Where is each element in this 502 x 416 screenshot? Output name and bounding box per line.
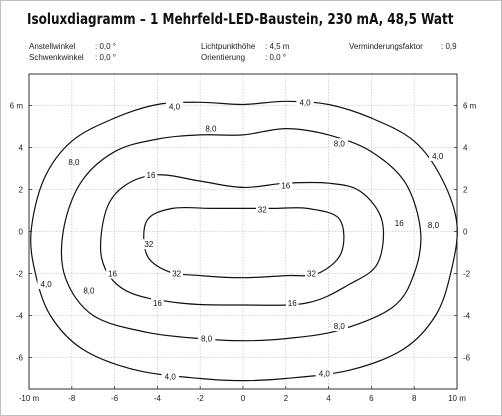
contour-label-8: 8,0: [68, 158, 80, 167]
contour-label-8: 8,0: [428, 221, 440, 230]
param-label: Verminderungsfaktor: [349, 42, 423, 51]
contour-label-32: 32: [172, 270, 181, 279]
contour-line-32: [143, 206, 345, 279]
y-tick-label-right: 6 m: [463, 102, 477, 111]
y-tick-label-right: -4: [463, 312, 471, 321]
contour-label-bg: [170, 268, 183, 279]
contour-line-4: [30, 100, 458, 382]
y-tick-label-right: -6: [463, 354, 471, 363]
param-value: : 0,0 °: [95, 42, 116, 51]
x-tick-label: -4: [154, 394, 162, 403]
x-tick-label: -8: [68, 394, 76, 403]
contour-label-bg: [424, 220, 443, 231]
param-value: : 0,9: [441, 42, 457, 51]
param-label: Orientierung: [201, 53, 246, 62]
param-anstellwinkel: Anstellwinkel : 0,0 °: [29, 42, 116, 51]
contour-label-bg: [279, 180, 293, 191]
contour-label-bg: [315, 368, 334, 379]
y-tick-label-left: -2: [16, 270, 24, 279]
x-tick-label: -10 m: [19, 394, 40, 403]
contour-line-16: [99, 174, 385, 306]
axis-ticks: -10 m -8 -6 -4 -2 0 2 4 6 8 10 m 6 m 6 m 4 4 2 2 0 0 -2 -2 -4…: [10, 102, 477, 404]
param-label: Schwenkwinkel: [29, 53, 84, 62]
x-tick-label: 0: [241, 394, 246, 403]
contour-label-bg: [330, 321, 348, 331]
contour-label-bg: [255, 204, 269, 215]
contour-label-4: 4,0: [169, 103, 181, 112]
contour-label-4: 4,0: [432, 152, 444, 161]
param-schwenkwinkel: Schwenkwinkel : 0,0 °: [29, 53, 116, 62]
param-orientierung: Orientierung : 0,0 °: [201, 53, 286, 62]
contour-label-32: 32: [258, 205, 267, 214]
y-tick-label-left: 6 m: [10, 102, 24, 111]
contour-label-8: 8,0: [205, 125, 217, 134]
contour-label-bg: [151, 297, 164, 308]
contour-label-bg: [80, 285, 98, 296]
contour-label-bg: [161, 371, 179, 382]
contour-label-8: 8,0: [83, 286, 95, 295]
y-tick-label-right: 4: [463, 144, 468, 153]
x-tick-label: 2: [284, 394, 289, 403]
x-tick-label: 10 m: [448, 394, 466, 403]
param-lichtpunkthoehe: Lichtpunkthöhe : 4,5 m: [201, 42, 289, 51]
contour-label-bg: [330, 138, 348, 149]
contour-label-16: 16: [395, 219, 404, 228]
contour-label-bg: [65, 157, 83, 168]
x-tick-label: -6: [111, 394, 119, 403]
contour-label-8: 8,0: [334, 139, 346, 148]
contour-label-8: 8,0: [334, 322, 346, 331]
x-tick-label: -2: [197, 394, 205, 403]
contour-label-bg: [37, 279, 55, 289]
y-tick-label-left: 2: [19, 186, 24, 195]
contour-label-bg: [106, 268, 119, 279]
contour-label-16: 16: [288, 299, 297, 308]
contour-label-16: 16: [147, 171, 156, 180]
contour-label-4: 4,0: [299, 98, 311, 107]
y-tick-label-left: -6: [16, 354, 24, 363]
contour-label-bg: [202, 123, 220, 134]
contour-label-16: 16: [153, 299, 162, 308]
y-tick-label-right: -2: [463, 270, 471, 279]
y-tick-label-right: 2: [463, 186, 468, 195]
contour-label-bg: [165, 101, 184, 112]
x-tick-label: 8: [412, 394, 417, 403]
param-value: : 0,0 °: [265, 53, 286, 62]
contour-label-bg: [142, 239, 156, 250]
contour-label-bg: [296, 97, 314, 108]
contour-label-4: 4,0: [319, 369, 331, 378]
y-tick-label-left: 4: [19, 144, 24, 153]
contour-label-4: 4,0: [41, 280, 53, 289]
contour-label-bg: [429, 150, 447, 161]
param-label: Anstellwinkel: [29, 42, 76, 51]
y-tick-label-left: 0: [19, 228, 24, 237]
contour-label-8: 8,0: [201, 335, 213, 344]
contour-label-16: 16: [108, 270, 117, 279]
contour-label-bg: [392, 218, 406, 229]
contour-label-4: 4,0: [165, 372, 177, 381]
chart-title: Isoluxdiagramm – 1 Mehrfeld-LED-Baustein…: [27, 10, 454, 28]
contour-label-bg: [144, 169, 158, 180]
contour-labels: 4,0 4,0 4,0 4,0 4,0 4,0 8,0 8,0 8,0 8,0 8,0 8,0 8,0 1…: [37, 97, 447, 382]
param-label: Lichtpunkthöhe: [201, 42, 256, 51]
contour-label-16: 16: [281, 181, 290, 190]
contour-label-32: 32: [307, 270, 316, 279]
contour-label-32: 32: [144, 240, 153, 249]
y-tick-label-right: 0: [463, 228, 468, 237]
x-tick-label: 6: [369, 394, 374, 403]
param-verminderungsfaktor: Verminderungsfaktor : 0,9: [349, 42, 457, 51]
contour-label-bg: [197, 333, 216, 344]
y-tick-label-left: -4: [16, 312, 24, 321]
x-tick-label: 4: [326, 394, 331, 403]
grid: [29, 74, 457, 389]
contour-label-bg: [285, 297, 299, 308]
param-value: : 0,0 °: [95, 53, 116, 62]
param-value: : 4,5 m: [265, 42, 290, 51]
contour-line-8: [60, 127, 422, 342]
isolux-contours: [30, 100, 458, 382]
contour-label-bg: [305, 268, 318, 279]
